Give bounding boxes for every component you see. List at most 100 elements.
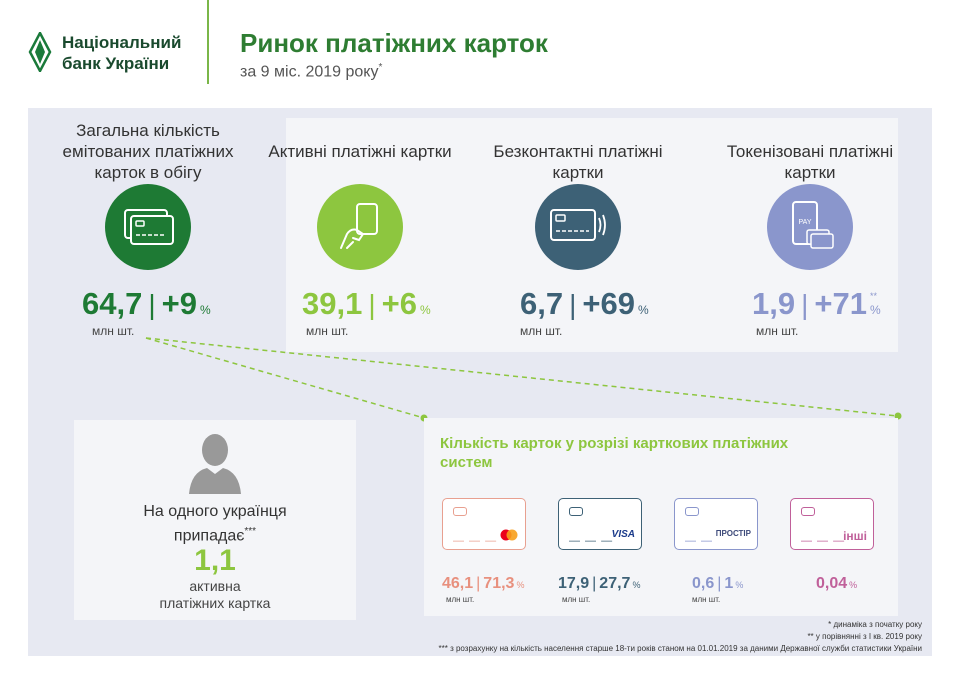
mastercard-value: 46,1 | 71,3% bbox=[442, 575, 524, 593]
payment-systems-title: Кількість карток у розрізі карткових пла… bbox=[440, 435, 789, 471]
other-value: 0,04% bbox=[816, 575, 857, 593]
phone-pay-icon: PAY bbox=[767, 184, 853, 270]
visa-logo: VISA bbox=[611, 529, 635, 540]
per-capita-sub2: платіжних картка bbox=[159, 595, 271, 611]
percent-sign: % bbox=[735, 580, 744, 590]
page-subtitle: за 9 міс. 2019 року* bbox=[240, 62, 382, 81]
stat-heading-text: Безконтактні платіжні картки bbox=[493, 142, 663, 182]
change: +6 bbox=[381, 286, 417, 321]
footnote-mark: ** bbox=[869, 291, 877, 301]
page-title: Ринок платіжних карток bbox=[240, 28, 548, 58]
footnote-2: ** у порівнянні з I кв. 2019 року bbox=[807, 632, 922, 641]
header-divider bbox=[207, 0, 209, 84]
stat-heading: Загальна кількість емітованих платіжних … bbox=[62, 121, 234, 182]
mastercard-logo-icon bbox=[500, 529, 518, 541]
stat-heading-text: Активні платіжні картки bbox=[268, 142, 452, 161]
prostir-unit: млн шт. bbox=[692, 595, 721, 604]
footnote-mark: *** bbox=[244, 526, 257, 537]
stat-tokenized: Токенізовані платіжні картки PAY bbox=[710, 120, 910, 270]
card-number-dashes: — — — bbox=[801, 535, 846, 547]
mastercard-card: — — — bbox=[442, 498, 526, 550]
logo-line1: Національний bbox=[62, 33, 182, 52]
nbu-emblem-icon bbox=[28, 32, 52, 72]
stat-tokenized-value: 1,9 | +71 **% bbox=[752, 286, 881, 322]
visa-value: 17,9 | 27,7% bbox=[558, 575, 640, 593]
stat-heading: Активні платіжні картки bbox=[260, 120, 460, 184]
stat-heading-text: Токенізовані платіжні картки bbox=[726, 142, 894, 182]
value: 0,04 bbox=[816, 575, 848, 592]
per-capita-sub1: активна bbox=[189, 578, 241, 594]
change: +9 bbox=[161, 286, 197, 321]
stat-active-unit: млн шт. bbox=[306, 324, 349, 338]
stat-contactless: Безконтактні платіжні картки bbox=[478, 120, 678, 270]
card-number-dashes: — — — bbox=[453, 535, 498, 547]
card-number-dashes: — — — bbox=[569, 535, 614, 547]
per-capita-text: На одного українця припадає*** bbox=[74, 502, 356, 546]
footnote-3: *** з розрахунку на кількість населення … bbox=[438, 644, 922, 653]
change: +69 bbox=[582, 286, 635, 321]
visa-card: — — — VISA bbox=[558, 498, 642, 550]
other-label: інші bbox=[843, 529, 867, 543]
card-number-dashes: — — bbox=[685, 535, 714, 547]
stat-contactless-unit: млн шт. bbox=[520, 324, 563, 338]
nbu-logo: Національний банк України bbox=[28, 30, 188, 80]
share: 1 bbox=[724, 575, 734, 592]
per-capita-line2: припадає*** bbox=[74, 522, 356, 546]
card-chip bbox=[801, 507, 815, 516]
share: 27,7 bbox=[599, 575, 631, 592]
percent-sign: % bbox=[199, 303, 211, 317]
per-capita-value: 1,1 bbox=[194, 544, 236, 577]
card-chip bbox=[569, 507, 583, 516]
stat-heading: Токенізовані платіжні картки bbox=[710, 120, 910, 184]
separator: | bbox=[148, 289, 156, 320]
payment-systems-box: Кількість карток у розрізі карткових пла… bbox=[424, 418, 898, 616]
stat-total-value: 64,7 | +9% bbox=[82, 286, 211, 322]
prostir-card: — — ПРОСТІР bbox=[674, 498, 758, 550]
percent-sign: % bbox=[516, 580, 525, 590]
stat-total: Загальна кількість емітованих платіжних … bbox=[48, 120, 248, 270]
value: 6,7 bbox=[520, 286, 564, 321]
card-chip bbox=[685, 507, 699, 516]
value: 17,9 bbox=[558, 575, 590, 592]
percent-sign: % bbox=[419, 303, 431, 317]
separator: | bbox=[592, 575, 597, 592]
person-icon bbox=[189, 434, 241, 494]
percent-sign: **% bbox=[869, 291, 881, 317]
svg-text:PAY: PAY bbox=[799, 219, 812, 226]
separator: | bbox=[801, 289, 809, 320]
stat-total-unit: млн шт. bbox=[92, 324, 135, 338]
prostir-logo: ПРОСТІР bbox=[715, 529, 751, 538]
separator: | bbox=[368, 289, 376, 320]
per-capita-box: На одного українця припадає*** 1,1 актив… bbox=[74, 420, 356, 620]
mastercard-unit: млн шт. bbox=[446, 595, 475, 604]
subtitle-footnote-mark: * bbox=[378, 62, 383, 73]
separator: | bbox=[476, 575, 481, 592]
value: 46,1 bbox=[442, 575, 474, 592]
per-capita-line1: На одного українця bbox=[143, 503, 287, 520]
stat-tokenized-unit: млн шт. bbox=[756, 324, 799, 338]
separator: | bbox=[569, 289, 577, 320]
hand-card-icon bbox=[317, 184, 403, 270]
value: 1,9 bbox=[752, 286, 796, 321]
value: 64,7 bbox=[82, 286, 143, 321]
percent-text: % bbox=[869, 303, 881, 317]
logo-text: Національний банк України bbox=[62, 32, 181, 74]
percent-sign: % bbox=[632, 580, 641, 590]
stat-active-value: 39,1 | +6% bbox=[302, 286, 431, 322]
stat-heading: Безконтактні платіжні картки bbox=[478, 120, 678, 184]
per-capita-line2-text: припадає bbox=[173, 527, 245, 545]
value: 0,6 bbox=[692, 575, 715, 592]
subtitle-text: за 9 міс. 2019 року bbox=[240, 63, 379, 81]
prostir-value: 0,6 | 1% bbox=[692, 575, 743, 593]
cards-icon bbox=[105, 184, 191, 270]
visa-unit: млн шт. bbox=[562, 595, 591, 604]
logo-line2: банк України bbox=[62, 54, 170, 73]
value: 39,1 bbox=[302, 286, 363, 321]
share: 71,3 bbox=[483, 575, 515, 592]
contactless-card-icon bbox=[535, 184, 621, 270]
percent-sign: % bbox=[637, 303, 649, 317]
stat-active: Активні платіжні картки bbox=[260, 120, 460, 270]
change: +71 bbox=[814, 286, 867, 321]
per-capita-subtext: активна платіжних картка bbox=[74, 578, 356, 612]
